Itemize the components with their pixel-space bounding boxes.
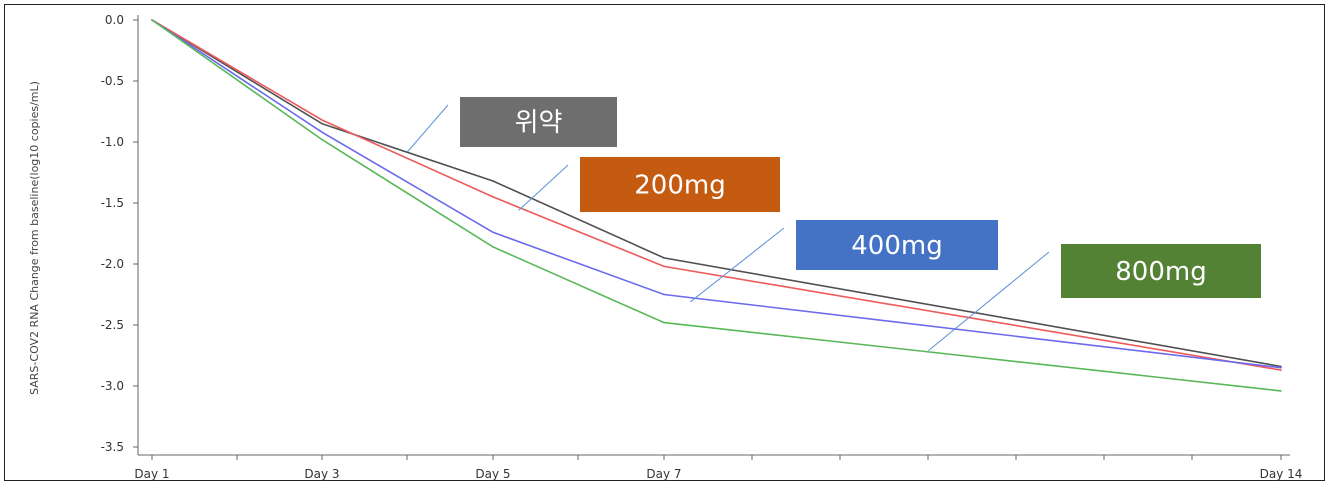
x-tick-label: Day 3 bbox=[304, 467, 339, 481]
data-point bbox=[663, 265, 665, 268]
callout-leader-line bbox=[928, 251, 1050, 352]
data-point bbox=[492, 231, 494, 234]
y-tick-label: -1.0 bbox=[101, 135, 124, 149]
data-point bbox=[492, 196, 494, 198]
data-point bbox=[321, 138, 323, 141]
callout-box bbox=[796, 220, 998, 270]
data-point bbox=[1280, 366, 1282, 369]
data-point bbox=[1280, 390, 1282, 392]
x-tick-label: Day 14 bbox=[1260, 467, 1303, 481]
callout-leader-line bbox=[518, 164, 569, 211]
callout-label: 400mg bbox=[851, 231, 942, 261]
data-point bbox=[663, 293, 665, 296]
series-layer bbox=[151, 19, 1282, 392]
y-tick-label: -2.5 bbox=[101, 318, 124, 332]
callout-box bbox=[460, 97, 617, 147]
y-tick-label: -3.0 bbox=[101, 379, 124, 393]
data-point bbox=[663, 257, 665, 259]
x-tick-label: Day 5 bbox=[475, 467, 510, 481]
y-tick-label: -1.5 bbox=[101, 196, 124, 210]
data-point bbox=[321, 122, 323, 125]
callout-label: 200mg bbox=[634, 171, 725, 201]
chart-axes: 0.0 -0.5 -1.0 -1.5 -2.0 -2.5 -3.0 -3.5 Day 1 Day … bbox=[101, 13, 1303, 481]
data-point bbox=[321, 119, 323, 121]
y-tick-label: 0.0 bbox=[105, 13, 124, 27]
callout-label: 위약 bbox=[515, 108, 563, 138]
x-tick-label: Day 7 bbox=[646, 467, 681, 481]
data-point bbox=[492, 180, 494, 182]
callout-box bbox=[1061, 244, 1261, 298]
callout-leader-line bbox=[407, 104, 449, 153]
data-point bbox=[492, 246, 494, 248]
chart-frame bbox=[4, 4, 1325, 481]
data-point bbox=[151, 19, 153, 21]
y-tick-label: -2.0 bbox=[101, 257, 124, 271]
callout-box bbox=[580, 157, 780, 212]
data-point bbox=[321, 131, 323, 134]
y-tick-label: -3.5 bbox=[101, 440, 124, 454]
y-tick-label: -0.5 bbox=[101, 74, 124, 88]
callout-layer: 위약 200mg 400mg 800mg bbox=[407, 97, 1261, 352]
data-point bbox=[663, 321, 665, 324]
callout-label: 800mg bbox=[1115, 257, 1206, 287]
x-tick-label: Day 1 bbox=[134, 467, 169, 481]
callout-leader-line bbox=[690, 227, 785, 303]
data-point bbox=[1280, 369, 1282, 371]
y-axis-label: SARS-COV2 RNA Change from baseline(log10… bbox=[28, 81, 41, 395]
